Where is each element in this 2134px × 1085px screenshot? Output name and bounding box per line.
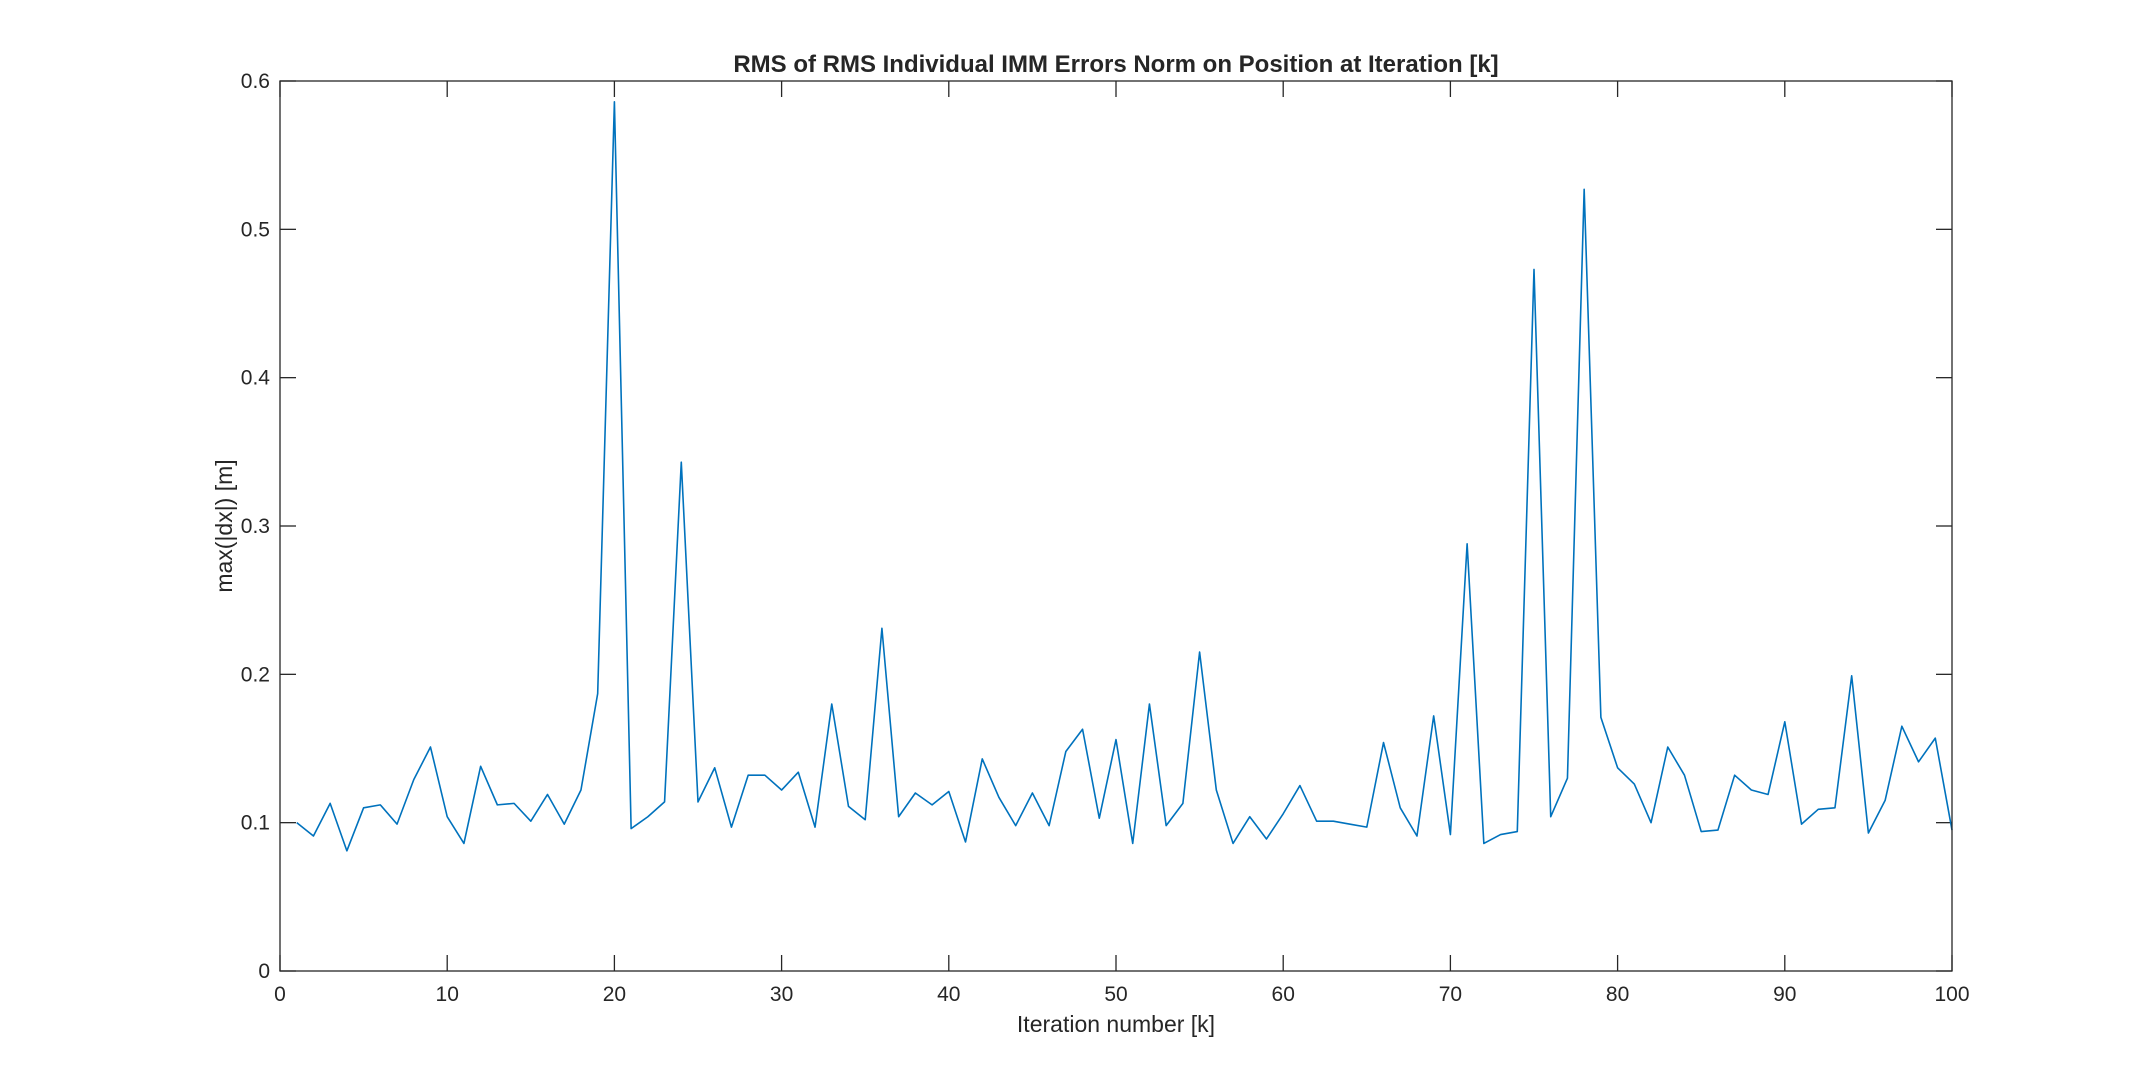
tick-labels: 0 10 20 30 40 50 60 70 80 90 100 0 0.1 0.2 0.3 0.4 0.5 0.… (241, 70, 1970, 1006)
x-tick-label: 90 (1773, 983, 1796, 1006)
axes-frame (279, 80, 1953, 972)
x-tick-label: 60 (1272, 983, 1295, 1006)
x-tick-label: 20 (603, 983, 626, 1006)
chart-title: RMS of RMS Individual IMM Errors Norm on… (733, 51, 1498, 78)
x-axis-label: Iteration number [k] (1017, 1011, 1215, 1037)
x-tick-label: 50 (1104, 983, 1127, 1006)
y-tick-label: 0.5 (241, 218, 270, 241)
y-tick-label: 0 (258, 960, 270, 983)
data-series-line (296, 100, 1953, 852)
y-tick-label: 0.2 (241, 663, 270, 686)
y-tick-label: 0.1 (241, 812, 270, 835)
x-tick-label: 70 (1439, 983, 1462, 1006)
y-tick-label: 0.3 (241, 515, 270, 538)
x-tick-label: 10 (436, 983, 459, 1006)
y-tick-label: 0.6 (241, 70, 270, 93)
y-axis-label: max(|dx|) [m] (211, 459, 237, 592)
x-tick-label: 40 (937, 983, 960, 1006)
y-tick-label: 0.4 (241, 367, 271, 390)
x-tick-label: 0 (274, 983, 286, 1006)
x-tick-label: 30 (770, 983, 793, 1006)
x-tick-label: 100 (1934, 983, 1969, 1006)
x-tick-label: 80 (1606, 983, 1629, 1006)
plot-area (280, 81, 1952, 971)
